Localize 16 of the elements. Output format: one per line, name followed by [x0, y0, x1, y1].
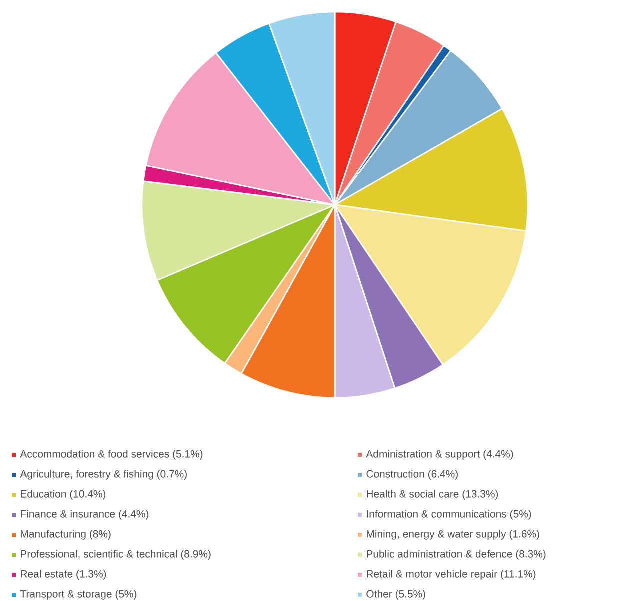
- legend-label: Public administration & defence (8.3%): [367, 550, 546, 560]
- legend-label: Retail & motor vehicle repair (11.1%): [367, 570, 536, 580]
- legend-label: Accommodation & food services (5.1%): [20, 450, 203, 460]
- legend-label: Information & communications (5%): [367, 510, 532, 520]
- legend-label: Construction (6.4%): [366, 470, 458, 480]
- legend-label: Transport & storage (5%): [20, 590, 137, 600]
- legend-label: Administration & support (4.4%): [366, 450, 514, 460]
- legend-label: Mining, energy & water supply (1.6%): [367, 530, 540, 540]
- legend-label: Finance & insurance (4.4%): [21, 510, 149, 520]
- legend-label: Other (5.5%): [366, 590, 426, 600]
- legend-label: Manufacturing (8%): [21, 530, 111, 540]
- legend-label: Education (10.4%): [21, 490, 106, 500]
- legend-label: Professional, scientific & technical (8.9%): [21, 550, 211, 560]
- legend-label: Real estate (1.3%): [21, 570, 106, 580]
- legend-label: Agriculture, forestry & fishing (0.7%): [20, 470, 187, 480]
- legend-label: Health & social care (13.3%): [367, 490, 498, 500]
